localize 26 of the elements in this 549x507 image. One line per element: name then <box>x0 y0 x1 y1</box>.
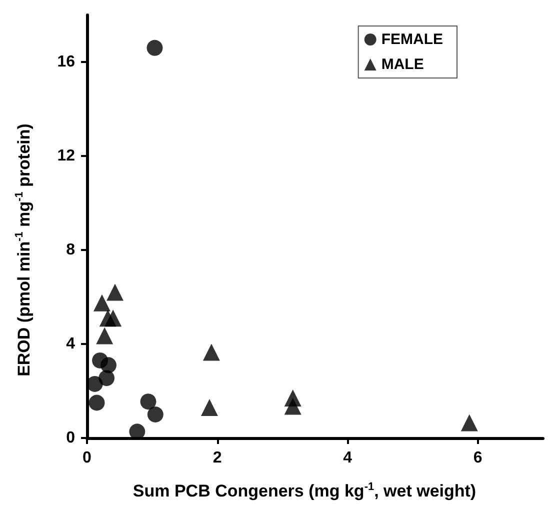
point <box>140 394 156 410</box>
point <box>96 327 114 344</box>
point <box>106 284 124 301</box>
y-tick-label: 0 <box>66 430 76 446</box>
x-tick-label: 4 <box>343 450 352 466</box>
point <box>93 294 110 312</box>
point <box>98 370 115 386</box>
point <box>100 357 116 374</box>
point <box>460 414 478 432</box>
point <box>200 398 218 416</box>
x-axis-title: Sum PCB Congeners (mg kg$^{-1}$, wet weight) <box>132 481 478 502</box>
x-tick-label: 6 <box>473 450 482 466</box>
legend-label: MALE <box>381 56 424 73</box>
y-tick-label: 8 <box>66 242 76 258</box>
y-tick-label: 16 <box>57 54 76 70</box>
y-tick-label: 12 <box>57 148 76 164</box>
point <box>147 406 164 422</box>
point <box>88 394 105 411</box>
x-tick-label: 0 <box>82 450 92 466</box>
point <box>284 398 302 415</box>
point <box>146 40 163 56</box>
y-tick-label: 4 <box>66 336 76 352</box>
point <box>202 344 220 361</box>
x-tick-label: 2 <box>212 450 222 466</box>
point <box>104 310 122 327</box>
legend-label: FEMALE <box>381 31 444 48</box>
